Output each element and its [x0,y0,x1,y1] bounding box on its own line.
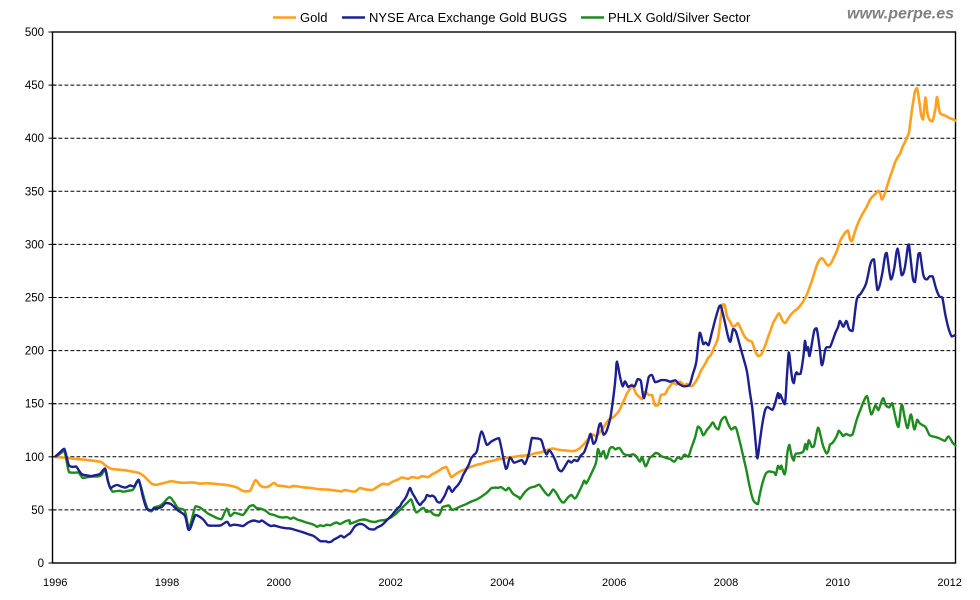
svg-text:400: 400 [25,133,44,145]
svg-text:300: 300 [25,239,44,251]
svg-text:NYSE Arca Exchange Gold BUGS: NYSE Arca Exchange Gold BUGS [369,10,567,25]
svg-text:350: 350 [25,186,44,198]
svg-text:500: 500 [25,27,44,39]
svg-text:100: 100 [25,452,44,464]
svg-text:Gold: Gold [300,10,327,25]
svg-text:PHLX Gold/Silver Sector: PHLX Gold/Silver Sector [608,10,751,25]
svg-text:1996: 1996 [43,577,67,589]
svg-text:www.perpe.es: www.perpe.es [847,6,954,23]
svg-text:150: 150 [25,399,44,411]
svg-text:2006: 2006 [602,577,626,589]
svg-text:1998: 1998 [155,577,179,589]
svg-text:450: 450 [25,80,44,92]
svg-text:250: 250 [25,293,44,305]
svg-text:2000: 2000 [267,577,291,589]
svg-text:2004: 2004 [490,577,514,589]
svg-text:0: 0 [38,558,44,570]
svg-text:2002: 2002 [378,577,402,589]
svg-text:2008: 2008 [714,577,738,589]
svg-text:200: 200 [25,346,44,358]
svg-text:2010: 2010 [826,577,850,589]
svg-text:2012: 2012 [937,577,961,589]
svg-text:50: 50 [31,505,44,517]
